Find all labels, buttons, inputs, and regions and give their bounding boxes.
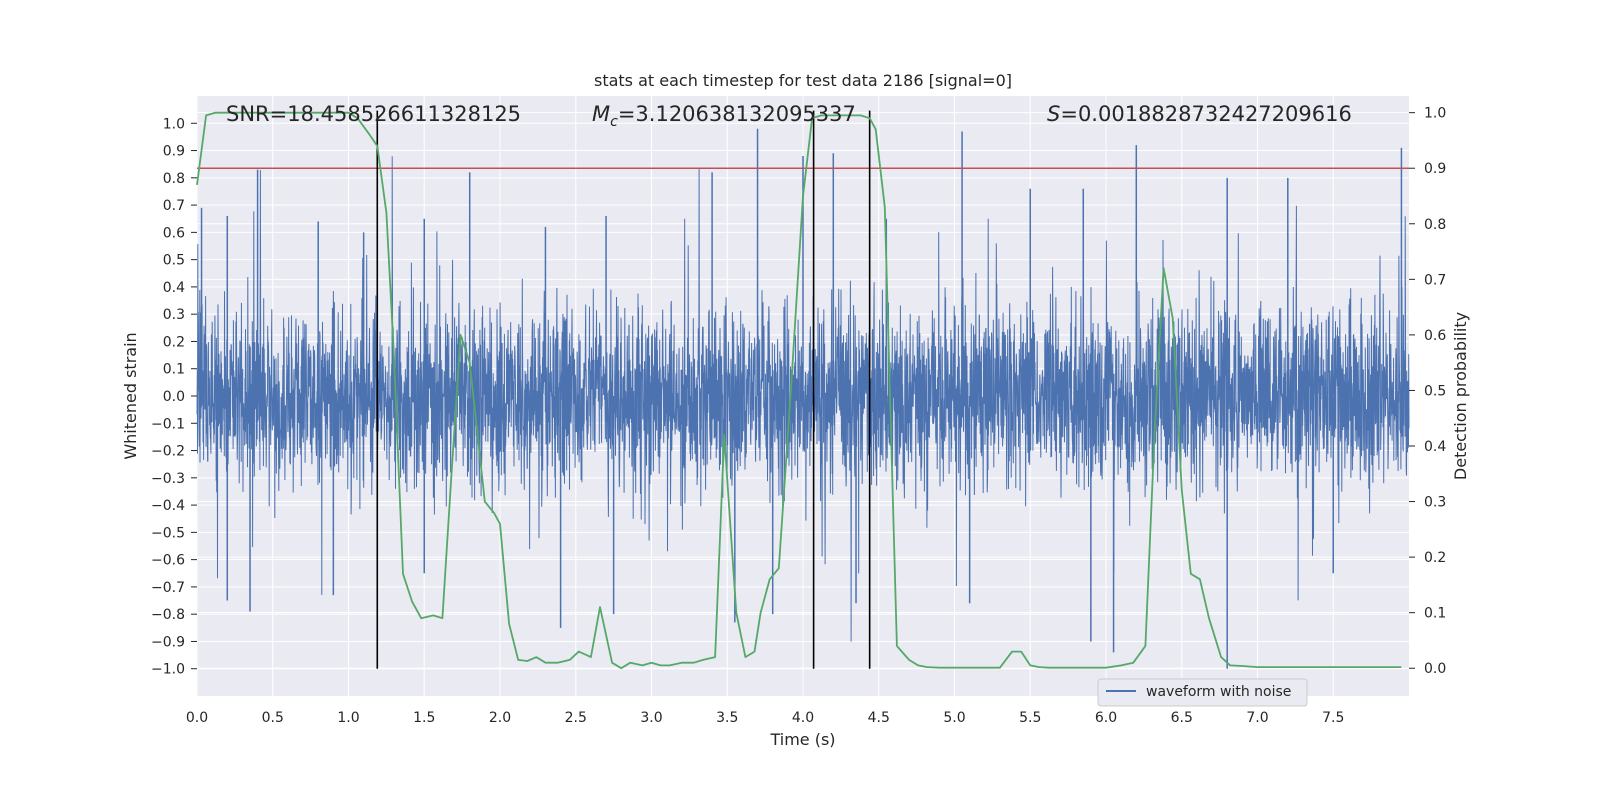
legend-label: waveform with noise: [1146, 684, 1291, 700]
x-axis-label: Time (s): [769, 730, 835, 749]
y-right-tick-label: 0.7: [1424, 272, 1446, 288]
y-axis-label: Whitened strain: [121, 332, 140, 459]
y-tick-label: −0.1: [151, 416, 185, 432]
s-annotation: S=0.0018828732427209616: [1047, 102, 1352, 126]
y-right-axis-ticks: 0.0 0.1 0.2 0.3 0.4 0.5 0.6 0.7 0.8 0.9 1.0: [1409, 106, 1446, 677]
y-right-tick-label: 1.0: [1424, 106, 1446, 122]
y-tick-label: 0.8: [163, 171, 185, 187]
probability-series: [196, 111, 1402, 670]
y-tick-label: −0.9: [151, 634, 185, 650]
y-tick-label: −0.7: [151, 580, 185, 596]
y-right-tick-label: 0.8: [1424, 217, 1446, 233]
y-tick-label: 0.0: [163, 389, 185, 405]
y-tick-label: 0.2: [163, 334, 185, 350]
x-tick-label: 1.5: [413, 710, 435, 726]
x-tick-label: 1.0: [337, 710, 359, 726]
y-tick-label: 0.9: [163, 144, 185, 160]
y-tick-label: −0.4: [151, 498, 185, 514]
legend-box: [1097, 678, 1308, 707]
mc-value: =3.120638132095337: [618, 102, 856, 126]
y-right-tick-label: 0.2: [1424, 550, 1446, 566]
y-right-tick-label: 0.4: [1424, 439, 1446, 455]
y-right-tick-label: 0.1: [1424, 606, 1446, 622]
y-right-axis-label: Detection probability: [1451, 312, 1470, 480]
mc-subscript: c: [610, 114, 618, 130]
y-tick-label: −0.2: [151, 444, 185, 460]
x-tick-label: 5.0: [943, 710, 965, 726]
y-right-tick-label: 0.3: [1424, 495, 1446, 511]
s-symbol: S: [1047, 102, 1060, 126]
x-tick-label: 7.0: [1246, 710, 1268, 726]
y-tick-label: 1.0: [163, 116, 185, 132]
x-tick-label: 0.0: [186, 710, 208, 726]
y-tick-label: 0.4: [163, 280, 185, 296]
x-tick-label: 6.5: [1171, 710, 1193, 726]
snr-annotation: SNR=18.458526611328125: [226, 102, 521, 126]
mc-symbol: M: [592, 102, 610, 126]
y-right-tick-label: 0.6: [1424, 328, 1446, 344]
waveform-trace: [196, 156, 1410, 642]
waveform-series: [196, 128, 1410, 669]
y-tick-label: 0.3: [163, 307, 185, 323]
s-value: =0.0018828732427209616: [1060, 102, 1352, 126]
x-axis-ticks: 0.0 0.5 1.0 1.5 2.0 2.5 3.0 3.5 4.0 4.5 5.0 5.5 6.0 6…: [186, 710, 1345, 726]
x-tick-label: 4.5: [868, 710, 890, 726]
y-right-tick-label: 0.9: [1424, 161, 1446, 177]
y-tick-label: 0.1: [163, 362, 185, 378]
legend: waveform with noise: [1097, 678, 1308, 707]
x-tick-label: 6.0: [1095, 710, 1117, 726]
x-tick-label: 3.5: [716, 710, 738, 726]
x-tick-label: 4.0: [792, 710, 814, 726]
y-right-tick-label: 0.0: [1424, 661, 1446, 677]
y-tick-label: −0.8: [151, 607, 185, 623]
chart-title: stats at each timestep for test data 218…: [594, 71, 1012, 90]
y-tick-label: 0.5: [163, 253, 185, 269]
y-tick-label: 0.6: [163, 225, 185, 241]
event-markers: [376, 110, 871, 669]
x-tick-label: 2.0: [489, 710, 511, 726]
y-tick-label: −0.5: [151, 525, 185, 541]
x-tick-label: 7.5: [1322, 710, 1344, 726]
x-tick-label: 3.0: [640, 710, 662, 726]
y-tick-label: −0.6: [151, 553, 185, 569]
chirp-mass-annotation: Mc=3.120638132095337: [592, 102, 856, 130]
x-tick-label: 2.5: [565, 710, 587, 726]
y-axis-ticks: −1.0 −0.9 −0.8 −0.7 −0.6 −0.5 −0.4 −0.3 −0.2 −0.1…: [151, 116, 197, 678]
y-tick-label: 0.7: [163, 198, 185, 214]
probability-line: [196, 111, 1402, 670]
y-tick-label: −0.3: [151, 471, 185, 487]
x-tick-label: 5.5: [1019, 710, 1041, 726]
y-right-tick-label: 0.5: [1424, 383, 1446, 399]
y-tick-label: −1.0: [151, 662, 185, 678]
x-tick-label: 0.5: [262, 710, 284, 726]
